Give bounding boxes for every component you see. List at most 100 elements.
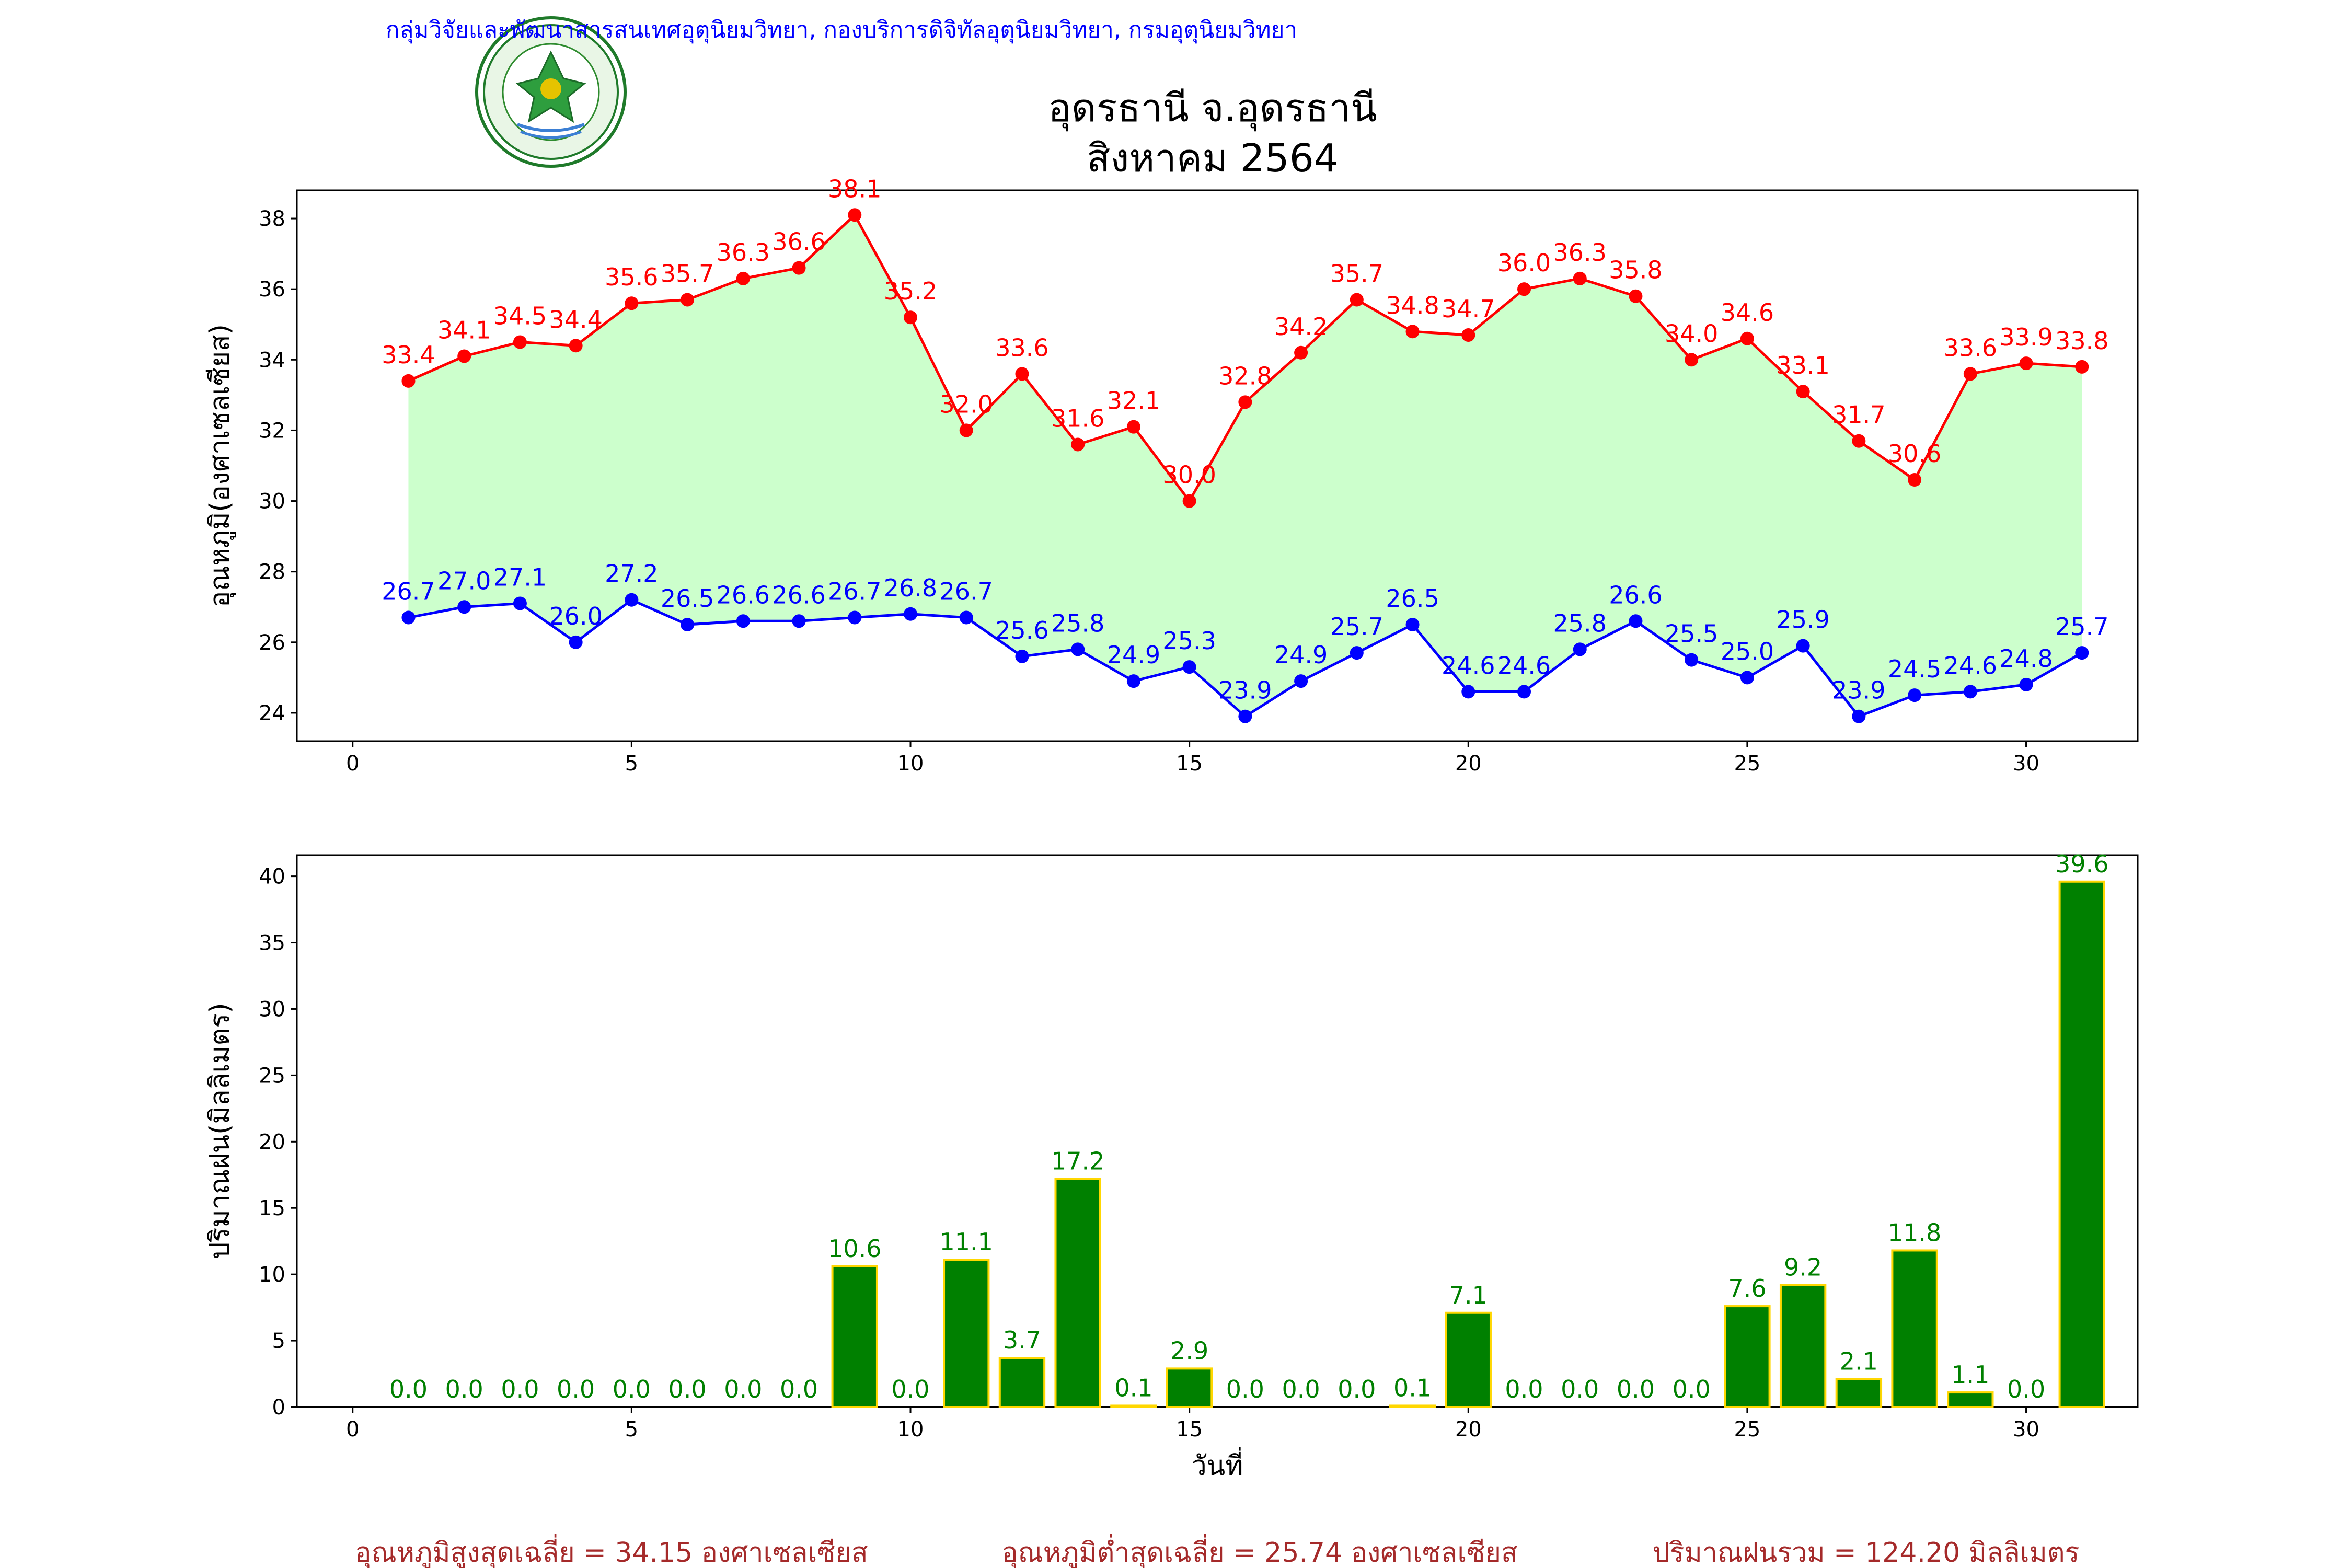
temp-y-tick-label: 30 [259,490,285,514]
rain-bar-label: 17.2 [1051,1147,1104,1175]
rain-y-tick-label: 0 [272,1396,285,1420]
min-temperature-point [457,600,471,614]
max-temperature-label: 34.1 [437,316,491,344]
min-temperature-label: 25.7 [2055,613,2108,641]
max-temperature-label: 34.6 [1721,298,1774,327]
min-temperature-point [1908,688,1922,702]
max-temperature-label: 30.0 [1162,461,1216,489]
max-temperature-label: 36.0 [1497,249,1551,277]
rain-bar-label: 0.0 [1282,1375,1320,1403]
rain-bar [943,1259,990,1408]
rain-x-tick-label: 5 [625,1417,638,1442]
min-temperature-point [792,614,806,628]
rain-bar [1779,1284,1827,1408]
rain-y-tick-label: 25 [259,1064,285,1088]
rain-axes-frame [296,854,2139,1408]
rain-y-tick-label: 30 [259,997,285,1021]
min-temperature-label: 26.5 [1386,584,1439,613]
rain-bar-label: 7.1 [1449,1281,1488,1309]
rain-bar-label: 0.0 [1561,1375,1599,1403]
max-temperature-point [681,293,695,307]
rain-y-tick-label: 20 [259,1130,285,1154]
max-temperature-label: 31.6 [1051,404,1104,432]
max-temperature-point [1796,385,1810,399]
min-temperature-point [1740,671,1754,685]
summary-avg-max: อุณหภูมิสูงสุดเฉลี่ย = 34.15 องศาเซลเซีย… [355,1534,868,1568]
max-temperature-label: 35.7 [1330,259,1383,287]
min-temperature-label: 26.0 [549,602,602,630]
min-temperature-point [401,610,416,625]
max-temperature-point [1461,328,1475,342]
rain-bar-label: 0.1 [1114,1374,1152,1402]
rain-y-tick-label: 15 [259,1196,285,1220]
max-temperature-label: 36.3 [1553,238,1607,267]
min-temperature-point [1517,685,1531,699]
rainfall-chart: 0 5 10 15 20 25 30 0 5 10 15 20 25 30 35 40 ปริมาณฝน(มิล… [204,850,2139,1482]
min-temperature-point [569,635,583,649]
max-temperature-label: 33.6 [995,333,1048,362]
min-temperature-label: 25.0 [1721,637,1774,665]
temp-y-tick-label: 32 [259,419,285,443]
max-temperature-point [1238,395,1252,409]
rain-bar-label: 0.0 [1226,1375,1264,1403]
rain-bar-label: 10.6 [828,1235,881,1263]
department-logo [475,16,627,168]
rain-bar-label: 2.9 [1170,1336,1208,1365]
max-temperature-point [1963,367,1977,381]
max-temperature-point [1517,282,1531,296]
max-temperature-point [1685,353,1699,367]
rain-x-tick-label: 10 [897,1417,924,1442]
rain-bar-label: 7.6 [1728,1274,1766,1302]
max-temperature-point [457,349,471,363]
min-temperature-point [904,607,917,621]
rain-bar-label: 0.0 [1505,1375,1543,1403]
temp-y-tick-label: 36 [259,278,285,302]
temp-x-tick-label: 25 [1734,752,1760,776]
min-temperature-label: 26.8 [884,574,937,602]
max-temperature-point [569,339,583,353]
rain-bar-label: 0.0 [501,1375,539,1403]
min-temperature-point [681,618,695,632]
min-temperature-label: 26.5 [661,584,714,613]
max-temperature-label: 32.8 [1218,362,1272,390]
min-temperature-label: 25.8 [1051,609,1104,637]
max-temperature-point [1126,420,1140,434]
max-temperature-point [1629,289,1643,303]
rain-x-tick-label: 30 [2013,1417,2039,1442]
min-temperature-label: 25.8 [1553,609,1607,637]
max-temperature-label: 35.7 [661,259,714,287]
rain-y-tick-label: 35 [259,931,285,955]
min-temperature-point [736,614,750,628]
min-temperature-label: 24.6 [1944,651,1997,679]
temp-y-tick-label: 34 [259,348,285,372]
min-temperature-label: 26.7 [828,578,881,606]
min-temperature-label: 27.2 [605,560,658,588]
rain-bar-label: 0.0 [1617,1375,1655,1403]
max-temperature-label: 31.7 [1832,401,1885,429]
min-temperature-label: 25.6 [995,616,1048,644]
rain-bar [1110,1404,1157,1408]
min-temperature-point [1294,674,1308,688]
max-temperature-point [1573,271,1587,285]
min-temperature-label: 26.7 [382,578,435,606]
min-temperature-label: 26.6 [717,581,770,609]
max-temperature-label: 34.7 [1442,295,1495,323]
rain-y-tick-label: 5 [272,1329,285,1353]
min-temperature-point [1685,653,1699,667]
min-temperature-label: 24.9 [1274,641,1328,669]
rain-x-tick-label: 20 [1455,1417,1482,1442]
max-temperature-label: 35.2 [884,277,937,305]
max-temperature-point [1405,325,1420,339]
agency-header: กลุ่มวิจัยและพัฒนาสารสนเทศอุตุนิยมวิทยา,… [386,17,1297,44]
min-temperature-point [1015,649,1029,663]
max-temperature-label: 34.2 [1274,313,1328,341]
max-temperature-point [848,208,862,222]
min-temperature-label: 24.6 [1497,651,1551,679]
rain-bar-label: 0.0 [668,1375,707,1403]
rain-bar [998,1357,1046,1408]
max-temperature-label: 34.4 [549,305,602,333]
max-temperature-point [1350,293,1364,307]
min-temperature-point [1461,685,1475,699]
max-temperature-label: 36.3 [717,238,770,267]
max-temperature-label: 38.1 [828,175,881,203]
